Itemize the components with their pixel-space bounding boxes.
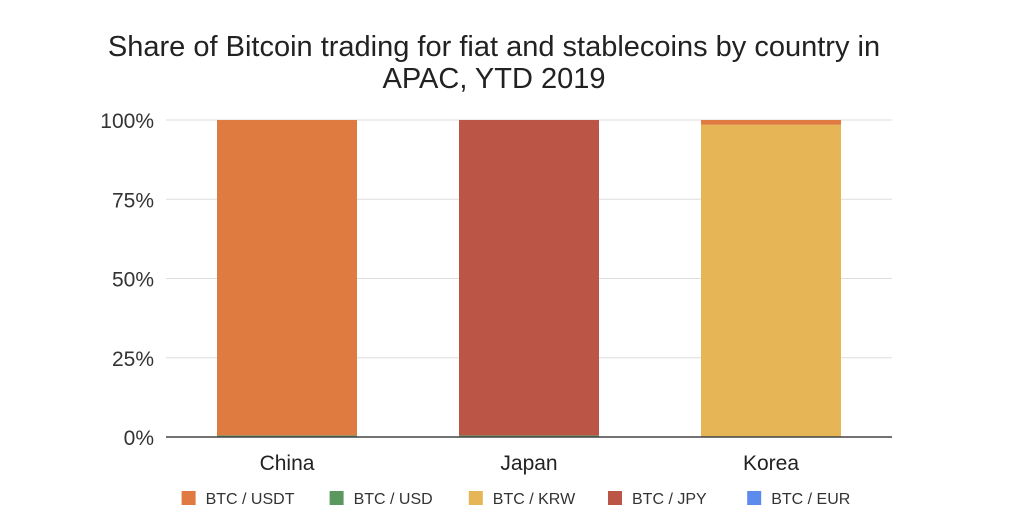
y-tick-label: 25% xyxy=(112,348,154,371)
bar-segment xyxy=(217,435,357,437)
y-axis-ticks: 0% 25% 50% 75% 100% xyxy=(100,110,154,450)
bar-segment xyxy=(459,435,599,437)
bars xyxy=(217,120,841,437)
bar-segment xyxy=(459,120,599,436)
y-tick-label: 75% xyxy=(112,189,154,212)
legend-label: BTC / EUR xyxy=(771,491,850,508)
y-tick-label: 50% xyxy=(112,269,154,292)
x-category-label: Korea xyxy=(743,452,799,475)
legend-label: BTC / KRW xyxy=(493,491,576,508)
legend-swatch xyxy=(468,491,483,505)
legend-swatch xyxy=(329,491,344,505)
chart-title-line-1: Share of Bitcoin trading for fiat and st… xyxy=(108,31,880,63)
x-category-label: Japan xyxy=(500,452,557,475)
legend-label: BTC / USDT xyxy=(206,491,295,508)
y-tick-label: 0% xyxy=(124,427,154,450)
y-tick-label: 100% xyxy=(100,110,154,133)
legend-label: BTC / USD xyxy=(354,491,433,508)
legend-swatch xyxy=(608,491,622,505)
legend-swatch xyxy=(181,491,196,505)
x-axis-categories: China Japan Korea xyxy=(260,452,800,475)
legend: BTC / USDT BTC / USD BTC / KRW BTC / JPY BTC… xyxy=(181,491,850,508)
legend-label: BTC / JPY xyxy=(632,491,707,508)
legend-swatch xyxy=(747,491,762,505)
bar-segment xyxy=(217,120,357,436)
chart-title-line-2: APAC, YTD 2019 xyxy=(383,63,606,95)
bar-segment xyxy=(701,120,841,125)
bar-segment xyxy=(701,124,841,437)
x-category-label: China xyxy=(260,452,315,475)
